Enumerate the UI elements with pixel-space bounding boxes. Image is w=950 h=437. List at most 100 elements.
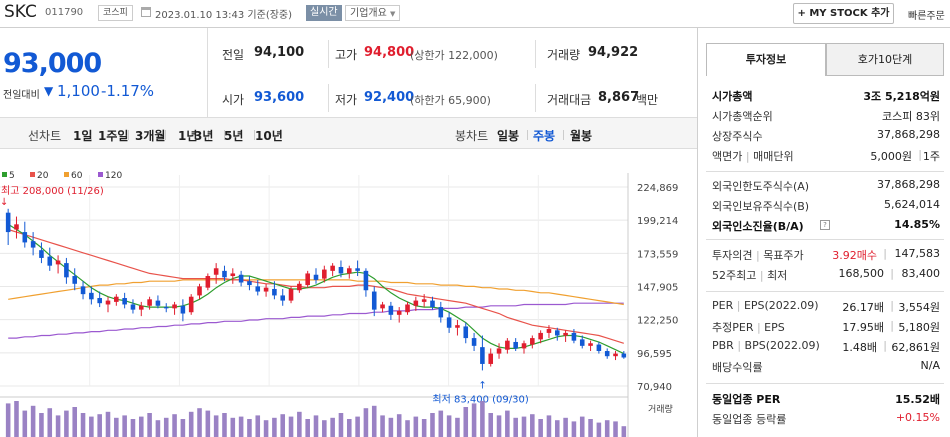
candle [114,294,119,306]
row-label: 외국인소진율(B/A) [712,218,804,234]
candle [471,332,477,352]
volume-bar [521,416,527,437]
candle [213,263,219,284]
candle [72,268,78,291]
line-period-tab[interactable]: 3년 [194,129,214,143]
candle [39,242,44,264]
candle [80,281,86,300]
row-label: 시가총액 [712,88,752,104]
line-period-tab[interactable]: 5년 [224,129,244,143]
candle-period-tab[interactable]: 일봉 [497,129,520,143]
row-sublabel: EPS [764,321,785,334]
quote-divider-2 [535,40,536,68]
candle-body [313,274,319,280]
legend-swatch [98,172,103,177]
row-label: PER | EPS(2022.09) [712,299,819,312]
candle [288,286,294,304]
low-value: 92,400 [364,90,415,105]
candle-body [263,287,269,292]
row-value-separator: | [890,267,894,280]
candle [222,265,227,282]
info-help-icon[interactable]: ? [820,220,830,230]
row-value: 168,500 [838,267,885,280]
candle-body [521,343,527,349]
candle-body [613,353,618,357]
volume-bar [222,413,227,437]
investment-info-panel: 투자정보 호가10단계 시가총액 3조 5,218억원 시가총액순위 코스피 83위 상… [706,43,944,437]
volume-bar [247,419,252,437]
candle-body [405,304,410,313]
row-label: 투자의견 | 목표주가 [712,247,804,263]
my-stock-button[interactable]: + MY STOCK 추가 [793,3,894,24]
volume-bar [538,419,543,437]
candle [363,268,369,297]
industry-per-row: 동일업종 PER 15.52배 [706,391,944,409]
candle-body [5,212,11,233]
row-sublabel: 매매단위 [753,150,794,163]
candle-body [272,288,277,296]
volume-axis-label: 거래량 [648,403,673,415]
legend-swatch [64,172,69,177]
row-sublabel: BPS(2022.09) [744,339,820,352]
tab-investment-info[interactable]: 투자정보 [706,43,826,76]
line-period-tab[interactable]: 10년 [255,129,283,143]
candle-body [247,281,252,286]
per-row: PBR | BPS(2022.09) 62,861원 | 1.48배 [706,339,944,357]
volume-bar [338,413,344,437]
line-period-tab[interactable]: 3개월 [135,129,166,143]
candle [438,301,444,323]
line-period-tab[interactable]: 1년 [178,129,198,143]
volume-bar [421,419,427,437]
line-period-tab[interactable]: 1일 [73,129,93,143]
row-value: N/A [920,359,940,372]
company-overview-button[interactable]: 기업개요 ▼ [345,5,401,21]
low-annotation: 최저 83,400 (09/30) [432,393,528,405]
line-period-tab[interactable]: 1주일 [98,129,129,143]
candle-body [39,250,44,258]
volume-bar [55,415,61,437]
candle-period-tab[interactable]: 월봉 [570,129,593,143]
volume-bar [155,420,161,437]
row-label: 상장주식수 [712,128,763,144]
row-value: 5,000원 [870,150,912,163]
candle [413,296,419,311]
tab-order-book[interactable]: 호가10단계 [826,43,944,76]
candle [5,208,11,246]
candle [89,286,94,305]
volume-bar [22,410,28,437]
candle [588,340,593,352]
quote-divider-3 [328,84,329,112]
industry-change-row: 동일업종 등락률 +0.15% [706,411,944,429]
candle-body [230,273,236,277]
candle [313,268,319,284]
volume-bar [305,419,310,437]
candle-body [222,270,227,278]
volume-bar [588,419,593,437]
tab-separator [224,130,225,140]
candle [14,216,19,239]
row-separator: | [742,150,754,163]
per-row: 추정PER | EPS 5,180원 | 17.95배 [706,319,944,337]
row-label: 시가총액순위 [712,108,773,124]
row-label-text: 액면가 [712,150,743,163]
volume-bar [230,417,236,437]
candle-period-tab[interactable]: 주봉 [533,129,556,143]
candle [205,273,211,291]
candle [22,221,28,248]
quick-order-link[interactable]: 빠른주문 [908,11,945,22]
row-label-text: 외국인한도주식수(A) [712,180,810,193]
row-value: 15.52배 [895,393,940,406]
realtime-badge[interactable]: 실시간 [306,5,342,21]
volume-bar [14,401,19,437]
candle-body [413,300,419,306]
volume-bar [39,413,44,437]
candle-body [463,326,469,339]
tab-separator [165,130,166,140]
tab-separator [254,130,255,140]
info-row: 액면가 | 매매단위 1주 | 5,000원 [706,148,944,166]
volume-bar [188,411,194,437]
candle-body [213,268,219,275]
candle [488,348,494,367]
price-chart[interactable]: 224,869 199,214 173,559 147,905 122,250 96,59… [0,149,697,437]
